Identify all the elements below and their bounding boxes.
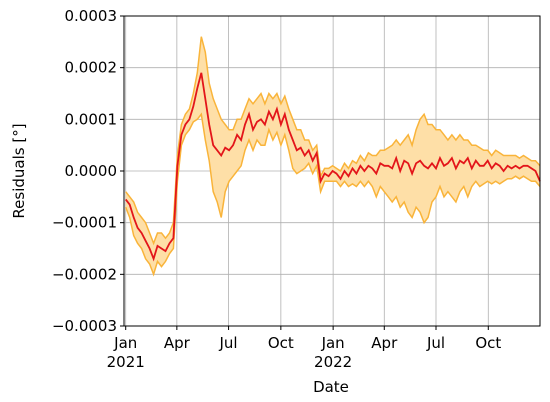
- y-tick-label: −0.0002: [52, 265, 117, 283]
- y-tick-label: −0.0001: [52, 214, 117, 232]
- x-tick-label: Jan: [321, 334, 345, 352]
- x-tick-label: Oct: [268, 334, 294, 352]
- x-tick-year-label: 2021: [107, 353, 145, 371]
- x-axis-label: Date: [313, 378, 349, 396]
- x-tick-year-label: 2022: [314, 353, 352, 371]
- y-tick-label: 0.0003: [65, 7, 118, 25]
- y-axis: −0.0003 −0.0002 −0.0001 0.0000 0.0001 0.0002 0…: [52, 7, 124, 335]
- band-upper-edge: [125, 36, 541, 246]
- x-tick-label: Jul: [426, 334, 445, 352]
- x-tick-label: Apr: [371, 334, 398, 352]
- y-tick-label: −0.0003: [52, 317, 117, 335]
- x-tick-label: Jan: [113, 334, 137, 352]
- y-tick-label: 0.0002: [65, 59, 118, 77]
- x-tick-label: Jul: [219, 334, 238, 352]
- y-axis-label: Residuals [°]: [10, 123, 28, 218]
- x-tick-label: Oct: [475, 334, 501, 352]
- y-tick-label: 0.0001: [65, 110, 118, 128]
- mean-series-line: [124, 72, 541, 262]
- mean-line: [124, 72, 541, 262]
- uncertainty-band: [125, 36, 541, 277]
- x-tick-label: Apr: [164, 334, 191, 352]
- band-lower-edge: [125, 112, 541, 277]
- y-tick-label: 0.0000: [65, 162, 118, 180]
